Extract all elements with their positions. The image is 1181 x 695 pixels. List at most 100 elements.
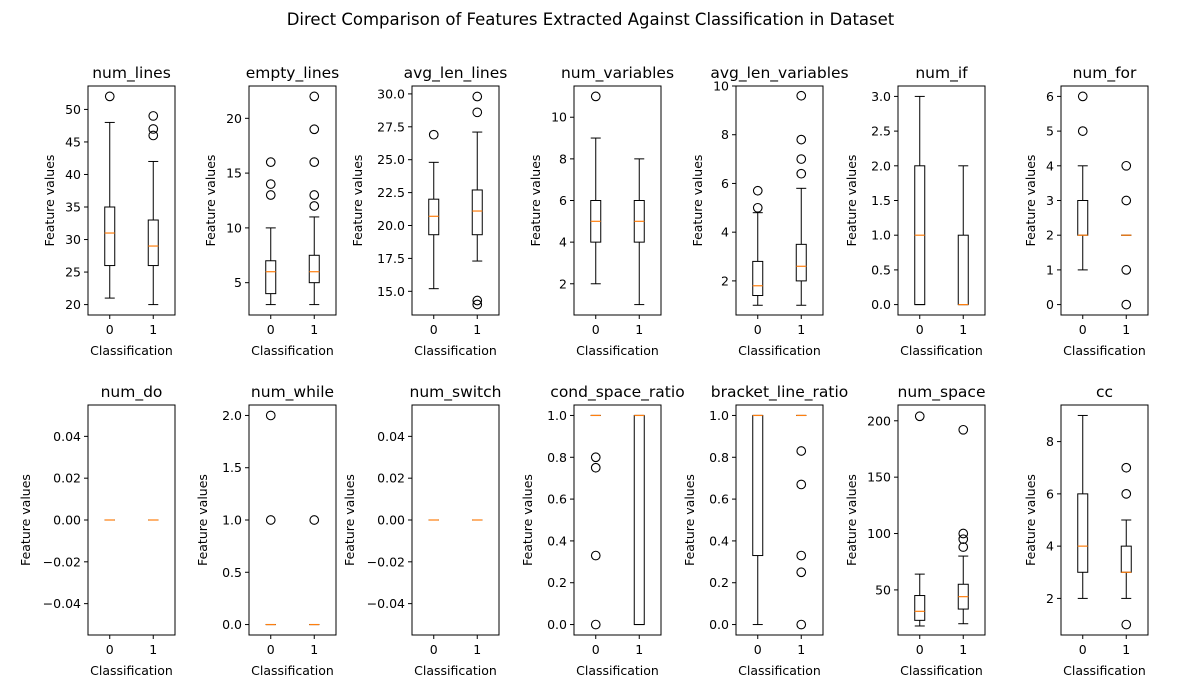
iqr-box xyxy=(471,189,483,236)
axes-frame xyxy=(248,404,337,636)
y-tick-label: 3 xyxy=(1046,193,1054,208)
y-tick-label: 4 xyxy=(1046,158,1054,173)
y-tick-label: 15.0 xyxy=(377,284,405,299)
y-tick-label: 0.02 xyxy=(377,471,405,486)
outlier-point xyxy=(796,567,807,578)
box-0 xyxy=(265,410,276,626)
y-tick-label: 2 xyxy=(1046,228,1054,243)
axes-frame xyxy=(1060,85,1149,316)
x-axis-label: Classification xyxy=(414,663,497,678)
box-0 xyxy=(914,411,926,627)
x-tick-label: 1 xyxy=(149,642,157,657)
subplot-title: bracket_line_ratio xyxy=(711,383,848,402)
axes-frame xyxy=(573,85,662,316)
y-tick-label: 6 xyxy=(721,176,729,191)
x-tick-label: 0 xyxy=(754,322,762,337)
box-0 xyxy=(104,91,116,299)
y-tick-label: −0.04 xyxy=(43,596,81,611)
axes-frame xyxy=(573,404,662,636)
subplot-title: num_while xyxy=(251,383,334,402)
y-axis-label: Feature values xyxy=(195,474,210,566)
subplot-avg_len_lines: 15.0 17.5 20.0 22.5 25.0 27.5 30.0 0 1 avg_len_li… xyxy=(350,64,507,358)
x-axis-label: Classification xyxy=(576,663,659,678)
x-tick-label: 1 xyxy=(797,322,805,337)
outlier-point xyxy=(590,91,601,102)
subplot-num_do: −0.04 −0.02 0.00 0.02 0.04 0 1 num_do Classifica… xyxy=(18,383,176,678)
x-axis-label: Classification xyxy=(576,343,659,358)
box-0 xyxy=(1077,91,1089,271)
box-0 xyxy=(265,157,277,306)
subplot-bracket_line_ratio: 0.0 0.2 0.4 0.6 0.8 1.0 0 1 bracket_line_ratio Cl… xyxy=(682,383,848,678)
x-tick-label: 1 xyxy=(149,322,157,337)
y-tick-label: 0.2 xyxy=(547,575,567,590)
x-axis-label: Classification xyxy=(900,663,983,678)
y-tick-label: 3.0 xyxy=(871,89,891,104)
subplot-num_switch: −0.04 −0.02 0.00 0.02 0.04 0 1 num_switch Classi… xyxy=(342,383,501,678)
y-tick-label: 40 xyxy=(65,167,81,182)
axes-frame xyxy=(897,404,986,636)
outlier-point xyxy=(958,534,969,545)
outlier-point xyxy=(796,168,807,179)
x-tick-label: 1 xyxy=(959,642,967,657)
x-tick-label: 1 xyxy=(473,322,481,337)
y-axis-label: Feature values xyxy=(1023,155,1038,247)
y-tick-label: 6 xyxy=(1046,486,1054,501)
outlier-point xyxy=(1121,462,1132,473)
x-tick-label: 0 xyxy=(106,642,114,657)
iqr-box xyxy=(265,260,277,295)
y-tick-label: 0.04 xyxy=(53,429,81,444)
outlier-point xyxy=(148,130,159,141)
box-1 xyxy=(957,165,969,306)
y-tick-label: 2 xyxy=(559,276,567,291)
y-tick-label: 50 xyxy=(875,582,891,597)
outlier-point xyxy=(309,515,320,525)
axes-frame xyxy=(87,85,176,316)
axes-frame xyxy=(411,404,500,636)
x-tick-label: 0 xyxy=(1079,322,1087,337)
outlier-point xyxy=(1121,195,1132,206)
box-0 xyxy=(590,414,601,630)
y-tick-label: 15 xyxy=(226,166,242,181)
y-tick-label: 25.0 xyxy=(377,152,405,167)
y-tick-label: 1 xyxy=(1046,262,1054,277)
y-tick-label: 10 xyxy=(551,110,567,125)
x-tick-label: 0 xyxy=(592,322,600,337)
y-tick-label: 8 xyxy=(1046,434,1054,449)
y-tick-label: −0.04 xyxy=(367,596,405,611)
y-tick-label: 2 xyxy=(721,273,729,288)
figure-title: Direct Comparison of Features Extracted … xyxy=(286,10,895,29)
x-tick-label: 1 xyxy=(1122,642,1130,657)
subplot-title: cond_space_ratio xyxy=(550,383,684,402)
x-tick-label: 0 xyxy=(267,642,275,657)
y-axis-label: Feature values xyxy=(350,155,365,247)
y-tick-label: 20.0 xyxy=(377,218,405,233)
outlier-point xyxy=(148,111,159,121)
x-tick-label: 1 xyxy=(797,642,805,657)
outlier-point xyxy=(796,619,807,630)
subplot-num_for: 0 1 2 3 4 5 6 0 1 num_for Classification Feature va… xyxy=(1023,64,1149,358)
y-axis-label: Feature values xyxy=(528,155,543,247)
y-tick-label: 0 xyxy=(1046,297,1054,312)
axes-frame xyxy=(1060,404,1149,636)
y-tick-label: 20 xyxy=(226,111,242,126)
y-tick-label: 10 xyxy=(226,220,242,235)
y-tick-label: 0.0 xyxy=(871,297,891,312)
y-tick-label: 0.8 xyxy=(709,450,729,465)
y-tick-label: 0.0 xyxy=(222,617,242,632)
x-tick-label: 0 xyxy=(1079,642,1087,657)
x-tick-label: 1 xyxy=(959,322,967,337)
outlier-point xyxy=(309,201,320,211)
x-tick-label: 0 xyxy=(916,642,924,657)
iqr-box xyxy=(1120,545,1132,573)
box-1 xyxy=(633,414,645,626)
outlier-point xyxy=(1121,265,1132,275)
y-tick-label: 20 xyxy=(65,297,81,312)
subplot-num_lines: 20 25 30 35 40 45 50 0 1 num_lines Classification F… xyxy=(42,64,176,358)
y-tick-label: 4 xyxy=(721,225,729,240)
outlier-point xyxy=(265,410,276,421)
y-tick-label: 0.4 xyxy=(547,533,567,548)
y-tick-label: 1.0 xyxy=(709,408,729,423)
box-0 xyxy=(428,129,440,290)
